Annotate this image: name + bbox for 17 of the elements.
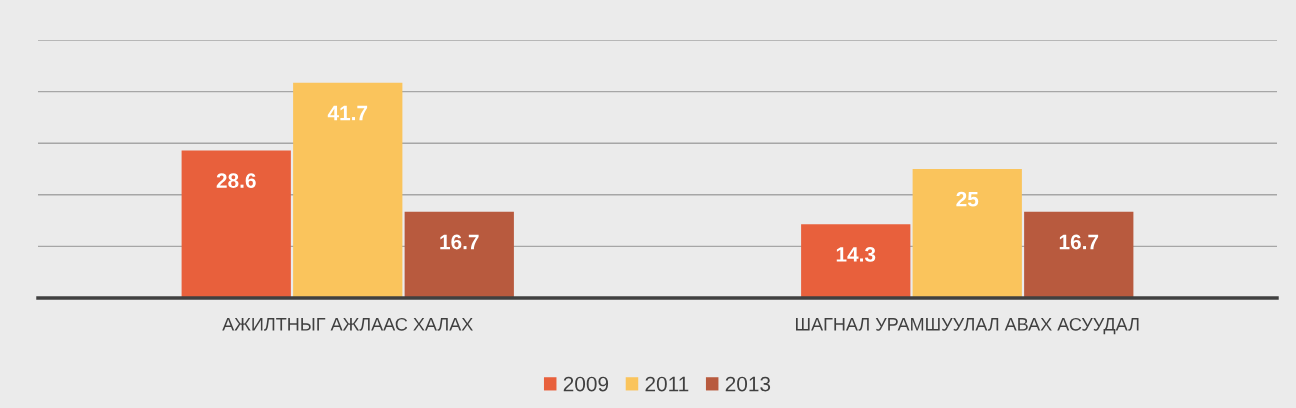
bar	[293, 82, 403, 298]
data-label: 41.7	[327, 105, 368, 121]
x-tick-label: АЖИЛТНЫГ АЖЛААС ХАЛАХ	[222, 317, 473, 331]
x-tick-label: ШАГНАЛ УРАМШУУЛАЛ АВАХ АСУУДАЛ	[796, 317, 1139, 335]
data-label: 14.3	[836, 247, 876, 262]
legend-label: 2013	[725, 376, 771, 392]
bar	[404, 211, 514, 298]
bar	[912, 169, 1022, 298]
bar	[181, 150, 291, 298]
legend-label: 2009	[563, 376, 609, 392]
bar	[801, 224, 911, 298]
bar	[1024, 211, 1134, 298]
data-label: 16.7	[440, 234, 479, 250]
data-label: 16.7	[1059, 234, 1099, 250]
data-label: 25	[956, 191, 979, 207]
legend-label: 2011	[645, 376, 689, 392]
data-label: 28.6	[216, 173, 256, 188]
